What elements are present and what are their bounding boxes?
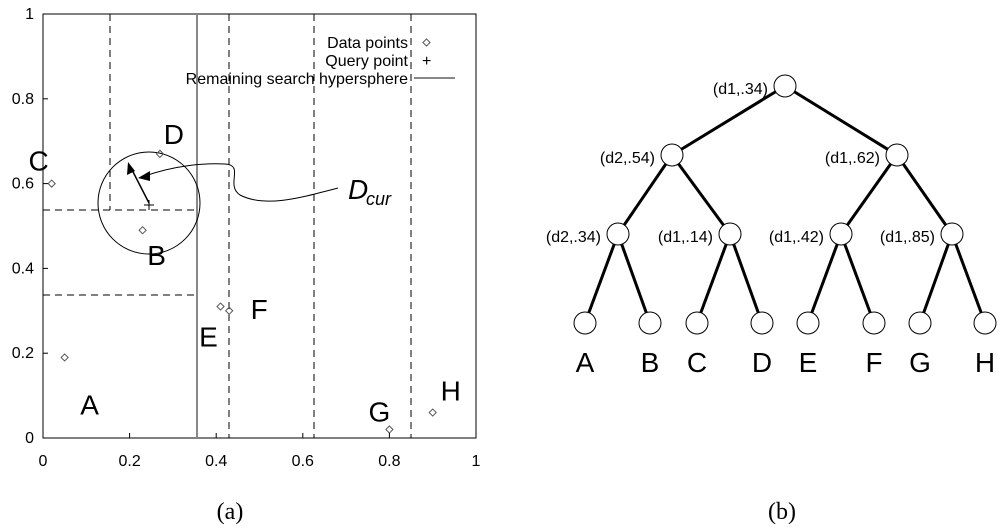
point-label-h: H <box>441 376 461 407</box>
y-tick-label: 0 <box>25 430 34 447</box>
point-label-e: E <box>199 322 218 353</box>
x-tick-label: 0.8 <box>378 453 400 470</box>
y-tick-label: 0.8 <box>12 91 34 108</box>
tree-leaf-label-b: B <box>641 347 660 378</box>
tree-node <box>941 223 963 245</box>
tree-node <box>774 75 796 97</box>
point-label-c: C <box>29 146 49 177</box>
tree-node-label: (d1,.34) <box>713 81 768 98</box>
tree-edge <box>952 234 985 323</box>
tree-leaf <box>974 312 996 334</box>
y-tick-label: 1 <box>25 6 34 23</box>
data-point-h <box>429 409 436 416</box>
tree-node <box>886 144 908 166</box>
tree-edge <box>897 155 952 234</box>
tree-leaf-label-d: D <box>752 347 772 378</box>
tree-node-label: (d1,.62) <box>825 150 880 167</box>
tree-edge <box>672 155 730 234</box>
legend-data-points-marker <box>423 39 430 46</box>
tree-node-label: (d1,.42) <box>769 229 824 246</box>
tree-node-label: (d2,.34) <box>546 229 601 246</box>
point-label-a: A <box>80 389 99 420</box>
y-tick-label: 0.4 <box>12 260 34 277</box>
panel-a-caption: (a) <box>217 499 244 525</box>
tree-edge <box>618 234 650 323</box>
tree-leaf <box>797 312 819 334</box>
tree-node <box>607 223 629 245</box>
point-label-g: G <box>369 397 391 428</box>
legend-hypersphere-label: Remaining search hypersphere <box>186 71 408 88</box>
tree-leaf-label-a: A <box>576 347 595 378</box>
tree-leaf-label-g: G <box>909 347 931 378</box>
dcur-subscript: cur <box>366 189 392 209</box>
tree-node-label: (d2,.54) <box>600 150 655 167</box>
tree-edge <box>697 234 730 323</box>
y-tick-label: 0.6 <box>12 176 34 193</box>
data-point-b <box>139 227 146 234</box>
tree-nodes: (d1,.34) (d2,.54) (d1,.62) (d2,.34) (d1,.14)… <box>546 75 996 378</box>
tree-edge <box>920 234 952 323</box>
tree-leaf <box>909 312 931 334</box>
tree-leaf-label-c: C <box>687 347 707 378</box>
tree-leaf <box>863 312 885 334</box>
data-point-e <box>217 303 224 310</box>
tree-edge <box>585 234 618 323</box>
tree-edge <box>785 86 897 155</box>
data-points: A B C D E F G H <box>29 119 461 433</box>
x-tick-label: 0.6 <box>292 453 314 470</box>
tree-node <box>830 223 852 245</box>
tree-edge <box>841 234 874 323</box>
point-label-b: B <box>147 240 166 271</box>
panel-b-caption: (b) <box>768 499 796 525</box>
point-label-d: D <box>164 119 184 150</box>
y-tick-label: 0.2 <box>12 345 34 362</box>
legend-data-points-label: Data points <box>327 35 408 52</box>
data-point-c <box>48 180 55 187</box>
dcur-arrowhead <box>138 171 150 181</box>
tree-node-label: (d1,.14) <box>658 229 713 246</box>
x-tick-label: 1 <box>472 453 481 470</box>
tree-leaf-label-f: F <box>865 347 882 378</box>
tree-node <box>661 144 683 166</box>
tree-leaf-label-e: E <box>799 347 818 378</box>
legend-query-point-label: Query point <box>325 53 408 70</box>
dcur-leader-curve <box>142 164 338 201</box>
tree-edges <box>585 86 985 323</box>
legend-query-point-marker: + <box>422 53 431 70</box>
tree-edge <box>730 234 762 323</box>
data-point-a <box>61 354 68 361</box>
tree-leaf <box>574 312 596 334</box>
panel-b-kd-tree: (d1,.34) (d2,.54) (d1,.62) (d2,.34) (d1,.14)… <box>546 75 996 525</box>
tree-node-label: (d1,.85) <box>880 229 935 246</box>
tree-leaf <box>639 312 661 334</box>
x-tick-label: 0 <box>39 453 48 470</box>
panel-a-kd-plot: A B C D E F G H Data points Query point + Remai… <box>12 6 481 525</box>
tree-leaf <box>751 312 773 334</box>
tree-node <box>719 223 741 245</box>
tree-leaf-label-h: H <box>975 347 995 378</box>
point-label-f: F <box>251 294 268 325</box>
x-tick-label: 0.2 <box>118 453 140 470</box>
tree-edge <box>808 234 841 323</box>
tree-leaf <box>686 312 708 334</box>
x-tick-label: 0.4 <box>205 453 227 470</box>
